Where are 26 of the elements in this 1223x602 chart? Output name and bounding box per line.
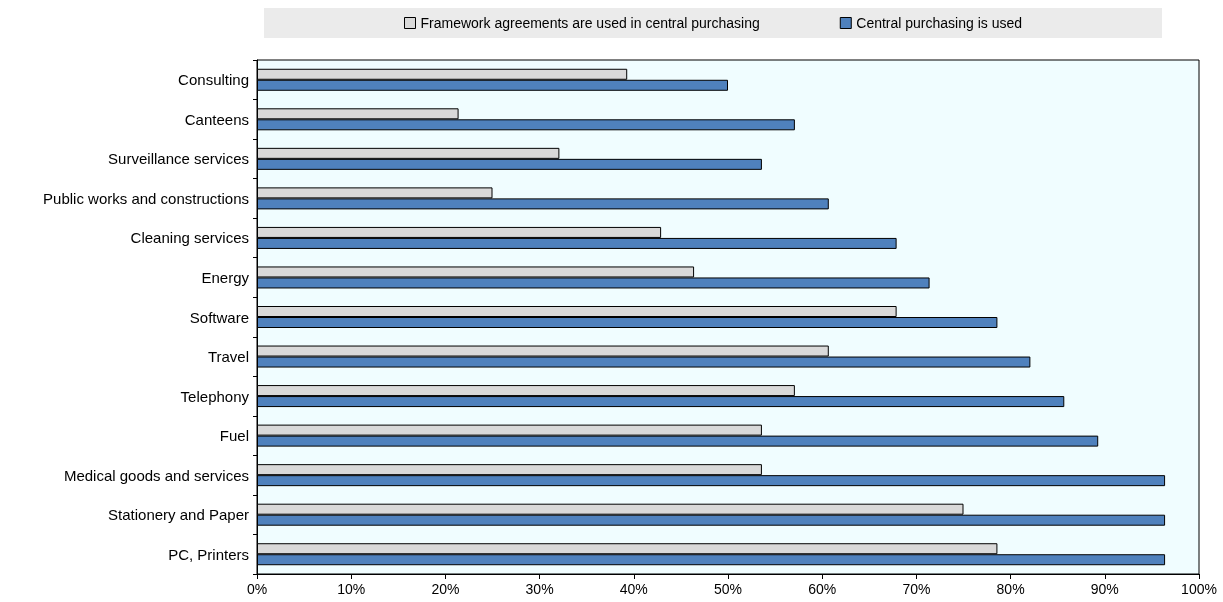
- x-tick-label: 30%: [525, 581, 554, 597]
- y-tick-label: Medical goods and services: [63, 466, 249, 484]
- y-tick-label: Canteens: [184, 110, 249, 128]
- y-tick-label: Consulting: [178, 71, 249, 89]
- y-tick-label: Stationery and Paper: [108, 506, 249, 524]
- x-tick-label: 50%: [713, 581, 743, 597]
- x-tick-label: 60%: [808, 581, 837, 597]
- legend-label: Framework agreements are used in central purchasing: [420, 15, 760, 31]
- y-tick-label: Surveillance services: [108, 150, 249, 168]
- y-tick-label: PC, Printers: [168, 545, 249, 563]
- x-tick-label: 80%: [996, 581, 1025, 597]
- y-tick-label: Telephony: [180, 387, 250, 405]
- x-tick-label: 20%: [431, 581, 460, 597]
- legend-label: Central purchasing is used: [856, 15, 1023, 31]
- y-tick-label: Fuel: [219, 427, 249, 445]
- x-tick-label: 100%: [1181, 581, 1217, 597]
- x-tick-label: 0%: [246, 581, 268, 597]
- y-tick-label: Travel: [207, 348, 249, 366]
- x-tick-label: 70%: [902, 581, 931, 597]
- y-tick-label: Energy: [201, 268, 250, 286]
- y-tick-label: Public works and constructions: [43, 189, 249, 207]
- x-tick-label: 90%: [1090, 581, 1119, 597]
- x-tick-label: 10%: [337, 581, 366, 597]
- x-tick-label: 40%: [619, 581, 648, 597]
- y-tick-label: Software: [189, 308, 249, 326]
- y-tick-label: Cleaning services: [130, 229, 249, 247]
